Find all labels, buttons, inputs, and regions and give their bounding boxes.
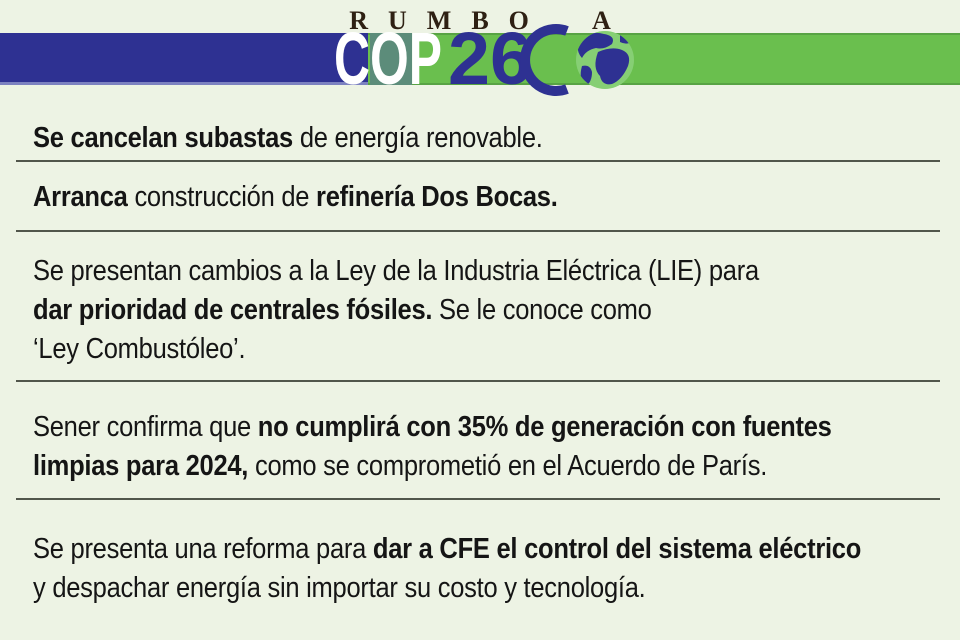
text-segment: no cumplirá con 35% de generación con fu…: [257, 411, 832, 443]
list-item: Arranca construcción de refinería Dos Bo…: [16, 162, 940, 232]
list-item: Se presenta una reforma para dar a CFE e…: [16, 500, 940, 616]
list-item: Se presentan cambios a la Ley de la Indu…: [16, 232, 940, 382]
crescent-icon: [520, 24, 569, 96]
text-segment: Se presenta una reforma para: [33, 533, 373, 565]
text-line: ‘Ley Combustóleo’.: [33, 330, 831, 369]
text-line: Arranca construcción de refinería Dos Bo…: [33, 178, 831, 217]
text-segment: refinería Dos Bocas.: [316, 181, 558, 213]
text-line: limpias para 2024, como se comprometió e…: [33, 447, 831, 486]
text-segment: dar prioridad de centrales fósiles.: [33, 294, 433, 326]
text-segment: limpias para 2024,: [33, 450, 249, 482]
header-banner: [0, 33, 960, 85]
text-segment: dar a CFE el control del sistema eléctri…: [372, 533, 862, 565]
logo-o-patch: [370, 33, 412, 85]
text-line: Se presenta una reforma para dar a CFE e…: [33, 530, 861, 569]
text-line: y despachar energía sin importar su cost…: [33, 569, 831, 608]
text-segment: y despachar energía sin importar su cost…: [33, 572, 646, 604]
text-segment: de energía renovable.: [292, 122, 543, 154]
banner-blue-strip: [0, 33, 368, 85]
text-segment: Se presentan cambios a la Ley de la Indu…: [33, 255, 759, 287]
banner-green-strip: [368, 33, 960, 85]
text-segment: como se comprometió en el Acuerdo de Par…: [248, 450, 768, 482]
logo-cop-text: COP: [334, 18, 442, 98]
list-item: Sener confirma que no cumplirá con 35% d…: [16, 382, 940, 500]
text-segment: Se le conoce como: [432, 294, 652, 326]
list-item: Se cancelan subastas de energía renovabl…: [16, 106, 940, 162]
text-line: Se presentan cambios a la Ley de la Indu…: [33, 252, 831, 291]
logo-26-text: 26: [448, 18, 532, 98]
globe-icon: [576, 31, 634, 89]
text-segment: ‘Ley Combustóleo’.: [33, 333, 246, 365]
cop26-logo: COP 26: [334, 18, 634, 98]
text-line: dar prioridad de centrales fósiles. Se l…: [33, 291, 831, 330]
text-line: Se cancelan subastas de energía renovabl…: [33, 119, 831, 158]
text-segment: construcción de: [127, 181, 317, 213]
text-segment: Arranca: [33, 181, 128, 213]
text-segment: Se cancelan subastas: [33, 122, 293, 154]
text-segment: Sener confirma que: [33, 411, 258, 443]
text-line: Sener confirma que no cumplirá con 35% d…: [33, 408, 832, 447]
items-list: Se cancelan subastas de energía renovabl…: [0, 106, 960, 616]
